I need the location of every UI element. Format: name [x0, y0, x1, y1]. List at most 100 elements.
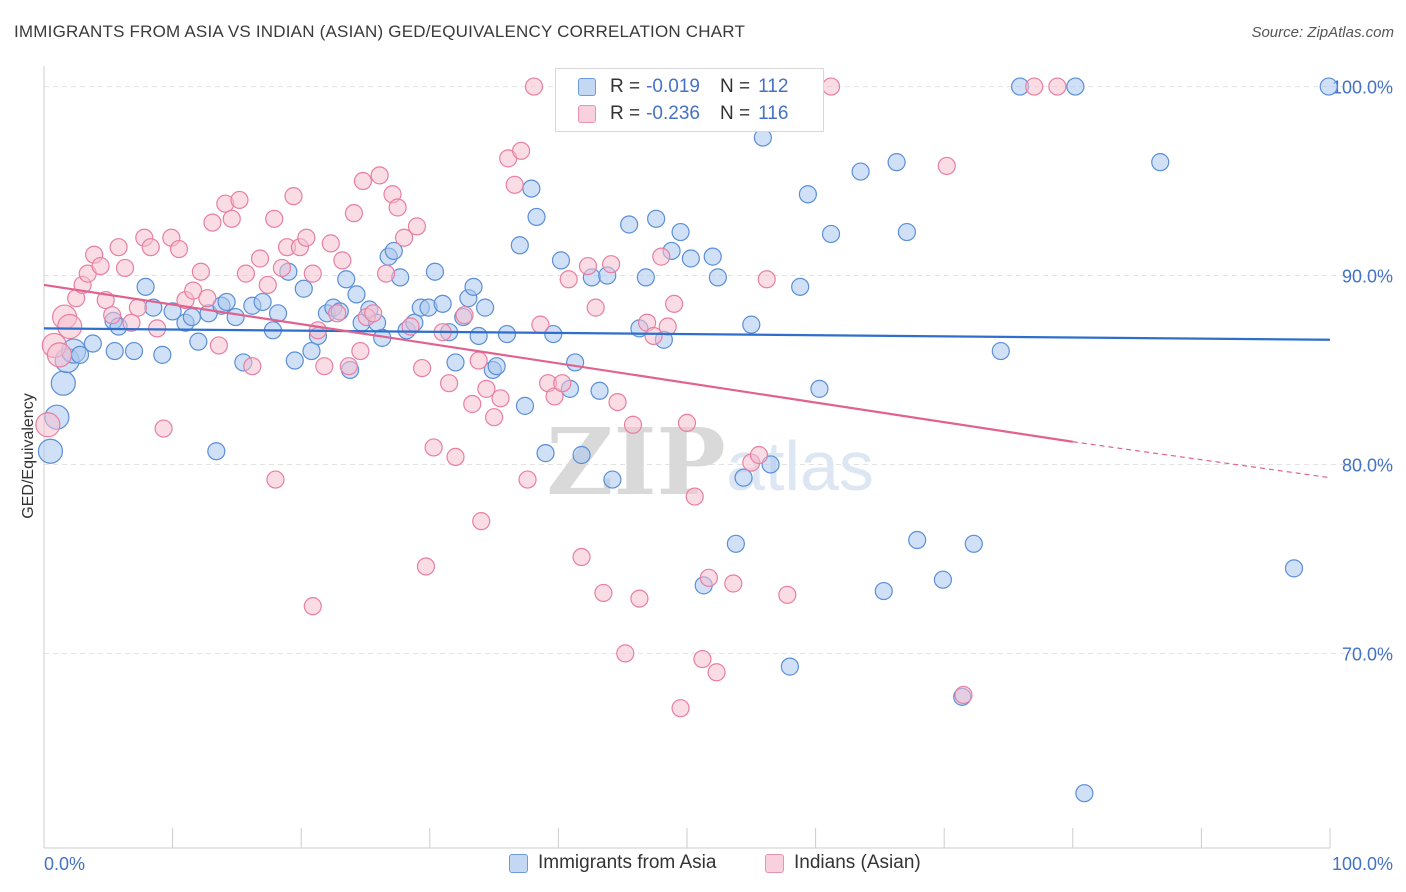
data-point-indian	[572, 547, 591, 567]
data-point-indian	[115, 258, 135, 278]
data-point-indian	[524, 77, 544, 96]
data-point-asia	[153, 345, 172, 364]
data-point-asia	[908, 530, 927, 550]
data-point-indian	[394, 228, 414, 247]
data-point-indian	[671, 699, 690, 718]
data-point-indian	[586, 298, 605, 317]
data-point-indian	[122, 313, 141, 332]
data-point-asia	[268, 304, 288, 323]
chart-title: IMMIGRANTS FROM ASIA VS INDIAN (ASIAN) G…	[14, 22, 746, 41]
correlation-legend: R = -0.019 N = 112 R = -0.236 N = 116	[555, 68, 824, 132]
legend-n-value: 116	[758, 103, 789, 124]
data-point-asia	[636, 268, 655, 287]
data-point-indian	[266, 470, 285, 489]
data-point-asia	[933, 570, 953, 589]
data-point-indian	[531, 315, 550, 334]
data-point-asia	[136, 277, 155, 296]
data-point-indian	[154, 419, 173, 438]
data-point-indian	[518, 470, 537, 489]
data-point-asia	[1319, 77, 1338, 96]
data-point-indian	[328, 304, 347, 323]
data-point-asia	[207, 442, 226, 461]
data-point-indian	[141, 238, 160, 257]
legend-row-indian: R = -0.236 N = 116	[578, 102, 788, 126]
data-point-indian	[505, 175, 524, 194]
data-point-asia	[734, 468, 753, 487]
data-point-asia	[620, 215, 639, 234]
source-label: Source: ZipAtlas.com	[1251, 24, 1394, 41]
data-point-asia	[1284, 559, 1304, 578]
data-point-indian	[553, 374, 572, 393]
data-point-asia	[515, 396, 535, 415]
data-point-asia	[544, 324, 563, 344]
data-point-indian	[491, 389, 510, 408]
data-point-asia	[522, 179, 541, 198]
data-point-indian	[749, 445, 769, 465]
trend-line-asia	[43, 327, 1331, 341]
data-point-indian	[1025, 77, 1044, 96]
data-point-asia	[285, 351, 304, 370]
data-point-indian	[455, 306, 474, 325]
y-tick-label: 80.0%	[1342, 455, 1393, 475]
data-point-indian	[258, 275, 277, 295]
x-tick-label: 100.0%	[1332, 854, 1393, 874]
data-point-indian	[353, 171, 373, 191]
data-point-asia	[105, 341, 124, 361]
data-point-asia	[742, 315, 761, 334]
data-point-asia	[851, 162, 870, 181]
data-point-asia	[475, 298, 495, 317]
legend-row-asia: R = -0.019 N = 112	[578, 75, 788, 99]
data-point-indian	[937, 156, 956, 176]
data-point-asia	[446, 353, 465, 372]
data-point-indian	[463, 394, 482, 414]
data-point-indian	[191, 262, 210, 281]
data-point-indian	[250, 249, 270, 268]
legend-item-indian: Indians (Asian)	[765, 852, 921, 874]
data-point-asia	[253, 292, 272, 312]
data-point-indian	[644, 326, 663, 346]
data-point-asia	[226, 307, 245, 327]
trend-line-indian	[43, 283, 1073, 443]
data-point-asia	[189, 332, 208, 351]
data-point-asia	[821, 224, 841, 244]
data-point-indian	[103, 306, 122, 325]
data-point-indian	[1048, 77, 1067, 96]
data-point-asia	[681, 249, 700, 268]
data-point-indian	[602, 255, 621, 274]
data-point-asia	[1075, 784, 1094, 803]
legend-n-label: N =	[719, 76, 751, 97]
legend-r-value: -0.019	[646, 76, 700, 97]
y-tick-label: 70.0%	[1342, 644, 1393, 664]
data-point-indian	[658, 317, 677, 336]
data-point-indian	[272, 258, 292, 278]
data-point-asia	[497, 324, 517, 344]
data-point-indian	[954, 685, 973, 705]
data-point-indian	[230, 190, 249, 210]
legend-n-label: N =	[719, 103, 751, 124]
data-point-asia	[798, 185, 817, 204]
data-point-asia	[83, 334, 102, 353]
data-point-indian	[284, 187, 303, 206]
data-point-asia	[1151, 153, 1170, 172]
data-point-asia	[780, 657, 799, 676]
data-point-indian	[91, 256, 110, 276]
data-point-asia	[469, 326, 488, 346]
y-tick-label: 100.0%	[1332, 78, 1393, 98]
data-point-indian	[46, 342, 73, 368]
data-point-asia	[708, 268, 727, 287]
data-point-indian	[665, 294, 684, 313]
data-point-asia	[182, 307, 201, 327]
y-tick-label: 90.0%	[1342, 267, 1393, 287]
data-point-indian	[677, 413, 697, 432]
data-point-indian	[652, 247, 671, 266]
data-point-indian	[407, 217, 427, 236]
data-point-asia	[897, 222, 917, 242]
legend-swatch-asia	[578, 78, 596, 96]
data-point-indian	[243, 357, 262, 376]
data-point-indian	[315, 357, 334, 376]
data-point-asia	[433, 294, 452, 313]
data-point-indian	[757, 270, 776, 289]
data-point-asia	[647, 209, 666, 228]
legend-n-value: 112	[758, 76, 789, 97]
data-point-indian	[630, 589, 649, 608]
